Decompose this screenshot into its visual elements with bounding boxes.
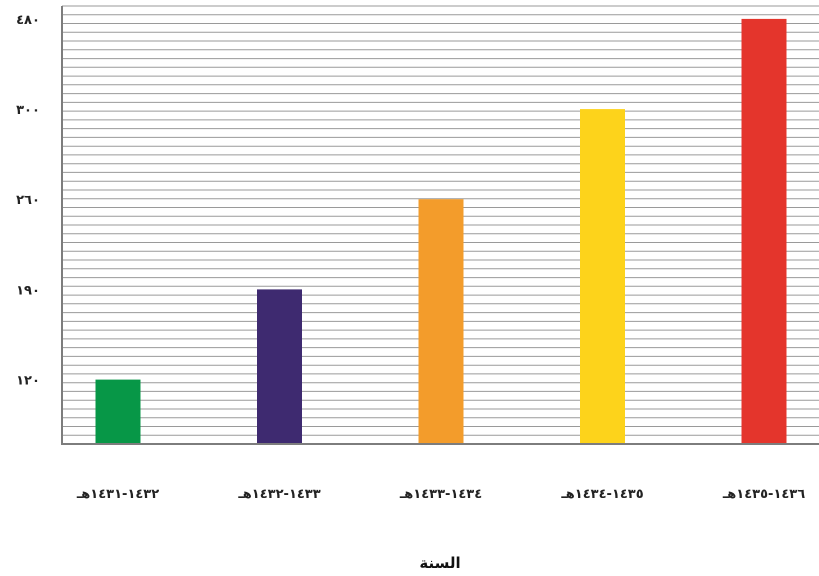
x-tick-label: ١٤٣٦-١٤٣٥هـ — [722, 487, 805, 502]
x-axis-title: السنة — [419, 554, 460, 572]
bar — [418, 199, 464, 444]
x-tick-label: ١٤٣٥-١٤٣٤هـ — [560, 487, 643, 502]
y-tick-label: ٤٨٠ — [16, 13, 40, 28]
x-tick-label: ١٤٣٤-١٤٣٣هـ — [399, 487, 482, 502]
y-tick-label: ١٢٠ — [16, 374, 40, 389]
bar — [257, 289, 302, 444]
x-tick-label: ١٤٣٣-١٤٣٢هـ — [237, 487, 320, 502]
y-tick-label: ٣٠٠ — [16, 103, 40, 118]
bar — [580, 109, 625, 444]
bar — [95, 379, 141, 444]
y-tick-label: ١٩٠ — [16, 283, 40, 298]
bar — [741, 18, 787, 445]
x-tick-labels: ١٤٣٢-١٤٣١هـ ١٤٣٣-١٤٣٢هـ ١٤٣٤-١٤٣٣هـ ١٤٣٥-١٤… — [76, 487, 805, 502]
bars — [95, 18, 787, 445]
y-tick-label: ٢٦٠ — [16, 193, 40, 208]
y-tick-labels: ١٢٠ ١٩٠ ٢٦٠ ٣٠٠ ٤٨٠ — [16, 13, 40, 389]
x-tick-label: ١٤٣٢-١٤٣١هـ — [76, 487, 159, 502]
